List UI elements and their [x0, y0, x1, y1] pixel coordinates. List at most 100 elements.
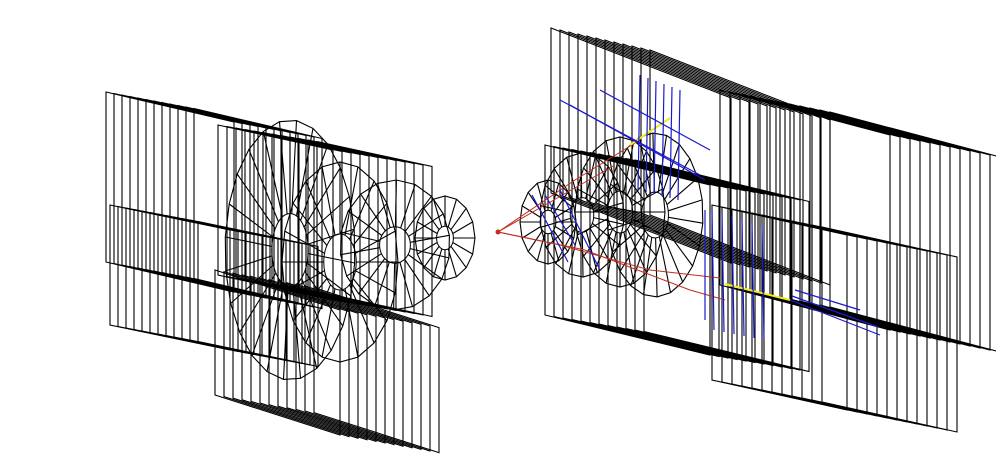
- left-wheel-small-spoke: [394, 179, 397, 227]
- right-wheel-large-spoke: [642, 237, 653, 295]
- right-wheel-large-spoke: [638, 137, 652, 194]
- right-middle-plane: [544, 144, 711, 356]
- right-wheel-tiny-spoke: [521, 205, 542, 218]
- right-wheel-large-spoke: [655, 237, 658, 297]
- left-inner-lower-plane: [286, 282, 413, 449]
- left-wheel-tiny-spoke: [450, 245, 467, 269]
- left-wheel-medium-spoke: [321, 166, 336, 236]
- left-wheel-large-spoke: [239, 272, 277, 333]
- left-wheel-medium-spoke: [344, 288, 359, 358]
- right-wheel-medium-spoke: [631, 218, 664, 236]
- right-upper-plane: [640, 47, 822, 284]
- blue-track: [789, 299, 881, 336]
- right-wheel-large-spoke: [611, 224, 644, 253]
- right-wheel-tiny-spoke: [553, 229, 569, 253]
- right-wheel-large-spoke: [668, 216, 703, 224]
- left-wheel-tiny-spoke: [423, 207, 440, 231]
- left-wheel-small-spoke: [399, 262, 414, 307]
- right-outer-upper-plane: [799, 105, 971, 347]
- right-wheel-medium-spoke: [576, 218, 609, 236]
- left-wheel-medium-spoke: [344, 166, 359, 236]
- left-wheel-tiny-spoke: [447, 199, 458, 228]
- right-outer-upper-plane: [779, 101, 951, 343]
- right-outer-upper-plane: [829, 111, 996, 352]
- right-upper-plane: [595, 37, 777, 274]
- right-wheel-medium-spoke: [623, 140, 635, 193]
- left-inner-lower-plane: [250, 275, 377, 443]
- left-wheel-large-spoke: [291, 120, 298, 214]
- left-wheel-tiny-spoke: [447, 248, 458, 277]
- left-wheel-medium-hub: [323, 233, 357, 291]
- red-track: [497, 139, 641, 233]
- left-wheel-tiny: [414, 195, 476, 281]
- right-outer-upper-plane: [719, 89, 891, 331]
- right-outer-upper-plane: [789, 103, 961, 345]
- blue-track: [599, 89, 711, 151]
- right-upper-plane: [577, 33, 759, 270]
- right-wheel-large-spoke: [662, 233, 684, 283]
- right-detector-arm: [519, 27, 996, 433]
- blue-track: [661, 83, 665, 197]
- left-upper-plane: [137, 97, 267, 299]
- left-wheel-large-spoke: [307, 228, 355, 245]
- left-inner-lower-plane: [223, 270, 350, 438]
- left-inner-lower-plane: [313, 286, 440, 454]
- right-wheel-tiny-spoke: [553, 191, 569, 215]
- particle-tracks: [495, 74, 881, 341]
- right-middle-plane: [562, 147, 729, 359]
- left-wheel-small-spoke: [340, 231, 381, 242]
- right-upper-plane: [550, 27, 732, 264]
- right-middle-plane: [625, 157, 792, 370]
- left-wheel-medium-spoke: [305, 180, 332, 240]
- right-middle-plane: [571, 148, 738, 361]
- left-upper-plane: [193, 107, 323, 310]
- left-wheel-small-spoke: [410, 234, 450, 243]
- blue-track: [711, 209, 715, 331]
- right-wheel-large-spoke: [626, 147, 648, 197]
- left-wheel-tiny-hub: [436, 225, 454, 251]
- right-middle-plane: [580, 150, 747, 362]
- right-outer-lower-plane: [821, 226, 958, 433]
- blue-track: [569, 104, 706, 181]
- left-wheel-large-spoke: [295, 128, 314, 217]
- left-inner-lower-plane: [259, 277, 386, 444]
- left-wheel-large-spoke: [278, 121, 288, 215]
- left-inner-lower-plane: [214, 269, 341, 436]
- left-wheel-medium-spoke: [348, 180, 375, 240]
- left-wheel-medium-spoke: [348, 284, 375, 344]
- left-wheel-small-spoke: [347, 210, 383, 236]
- left-wheel-large-spoke: [296, 283, 318, 369]
- right-wheel-large-spoke: [630, 234, 649, 286]
- left-wheel-large-spoke: [228, 203, 274, 238]
- blue-track: [731, 215, 735, 335]
- right-middle-plane: [607, 154, 774, 367]
- left-wheel-tiny-spoke: [417, 242, 438, 255]
- left-wheel-large-spoke: [266, 283, 285, 372]
- left-wheel-large-spoke: [248, 149, 280, 223]
- left-wheel-medium: [281, 161, 399, 363]
- blue-track: [794, 289, 861, 311]
- right-wheel-large-spoke: [667, 223, 700, 247]
- right-wheel-medium-spoke: [629, 223, 657, 257]
- blue-track: [653, 80, 657, 195]
- left-wheel-small-spoke: [404, 195, 432, 232]
- left-wheel-large-spoke: [230, 264, 274, 304]
- red-track: [497, 164, 616, 233]
- left-wheel-large-spoke: [251, 279, 280, 356]
- left-wheel-small-spoke: [393, 263, 396, 311]
- left-wheel-large-spoke: [225, 236, 273, 247]
- left-inner-lower-plane: [304, 285, 431, 452]
- right-wheel-large-spoke: [658, 236, 672, 293]
- left-wheel-large-spoke: [300, 277, 332, 351]
- left-wheel-large-spoke: [292, 285, 302, 379]
- blue-track: [791, 295, 879, 328]
- blue-track: [531, 194, 569, 263]
- right-wheel-tiny-spoke: [521, 226, 542, 239]
- blue-track: [544, 194, 576, 246]
- left-wheel-small-spoke: [408, 213, 444, 237]
- left-wheel-tiny-spoke: [432, 199, 443, 228]
- right-wheel-large-spoke: [616, 163, 645, 202]
- left-wheel-tiny-spoke: [452, 242, 473, 255]
